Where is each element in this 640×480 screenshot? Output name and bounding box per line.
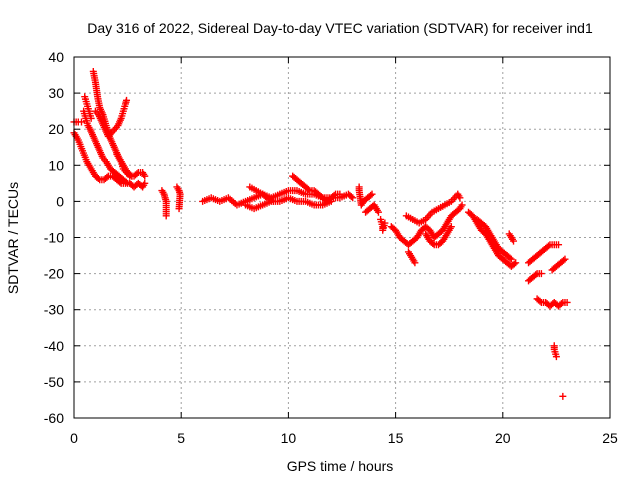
data-point <box>94 175 102 183</box>
y-tick-label: 40 <box>48 49 64 65</box>
y-axis-label: SDTVAR / TECUs <box>5 182 21 294</box>
data-point <box>506 254 514 262</box>
series-arc-late <box>387 190 466 267</box>
data-point <box>559 392 567 400</box>
y-tick-label: -40 <box>44 338 64 354</box>
x-tick-label: 15 <box>388 430 404 446</box>
y-tick-label: 0 <box>56 193 64 209</box>
data-point <box>560 256 568 264</box>
data-point <box>141 172 149 180</box>
x-tick-label: 0 <box>70 430 78 446</box>
data-point <box>304 185 312 193</box>
y-tick-label: -50 <box>44 374 64 390</box>
data-point <box>561 255 569 263</box>
data-point <box>447 223 455 231</box>
data-point <box>103 173 111 181</box>
data-point <box>411 259 419 267</box>
data-point <box>555 241 563 249</box>
data-point <box>78 118 86 126</box>
series-arc-f <box>91 96 131 140</box>
series-clusters-early <box>126 179 184 220</box>
chart-title: Day 316 of 2022, Sidereal Day-to-day VTE… <box>87 20 593 36</box>
series-arc-c <box>80 107 132 187</box>
data-point <box>123 96 131 104</box>
series-arc-g <box>113 150 149 180</box>
data-point <box>537 270 545 278</box>
data-point <box>122 178 130 186</box>
data-point <box>347 193 355 201</box>
data-point <box>175 205 183 213</box>
x-axis-label: GPS time / hours <box>287 458 394 474</box>
y-tick-label: -30 <box>44 302 64 318</box>
x-tick-label: 5 <box>177 430 185 446</box>
data-point <box>133 170 141 178</box>
data-point <box>536 297 544 305</box>
data-point <box>141 179 149 187</box>
data-point <box>507 255 515 263</box>
data-point <box>532 271 540 279</box>
series-arc-descent <box>464 208 520 270</box>
data-point <box>563 298 571 306</box>
y-tick-label: 20 <box>48 121 64 137</box>
y-tick-label: 30 <box>48 85 64 101</box>
data-points <box>70 67 571 400</box>
y-tick-label: -20 <box>44 266 64 282</box>
series-arc-d <box>81 93 95 122</box>
data-point <box>545 242 553 250</box>
data-point <box>368 190 376 198</box>
series-clusters-mid <box>355 183 389 234</box>
y-tick-label: -60 <box>44 410 64 426</box>
data-point <box>458 201 466 209</box>
data-point <box>510 260 518 268</box>
data-point <box>374 208 382 216</box>
x-tick-label: 25 <box>602 430 618 446</box>
data-point <box>269 197 277 205</box>
data-point <box>456 194 464 202</box>
data-point <box>552 353 560 361</box>
grid <box>74 57 610 418</box>
data-point <box>429 240 437 248</box>
x-tick-label: 20 <box>495 430 511 446</box>
series-arc-tail <box>525 241 571 400</box>
y-tick-label: -10 <box>44 230 64 246</box>
data-point <box>512 259 520 267</box>
data-point <box>330 191 338 199</box>
y-tick-label: 10 <box>48 157 64 173</box>
series-arc-main <box>199 172 357 213</box>
data-point <box>349 194 357 202</box>
axis-ticks: 0 5 10 15 20 25 40 30 20 10 0 -10 -20 -30 -40 -50 -60 <box>44 49 618 446</box>
data-point <box>381 219 389 227</box>
data-point <box>116 178 124 186</box>
data-point <box>510 237 518 245</box>
data-point <box>557 300 565 308</box>
data-point <box>162 212 170 220</box>
data-point <box>367 191 375 199</box>
data-point <box>336 190 344 198</box>
data-point <box>87 114 95 122</box>
data-point <box>262 193 270 201</box>
x-tick-label: 10 <box>281 430 297 446</box>
